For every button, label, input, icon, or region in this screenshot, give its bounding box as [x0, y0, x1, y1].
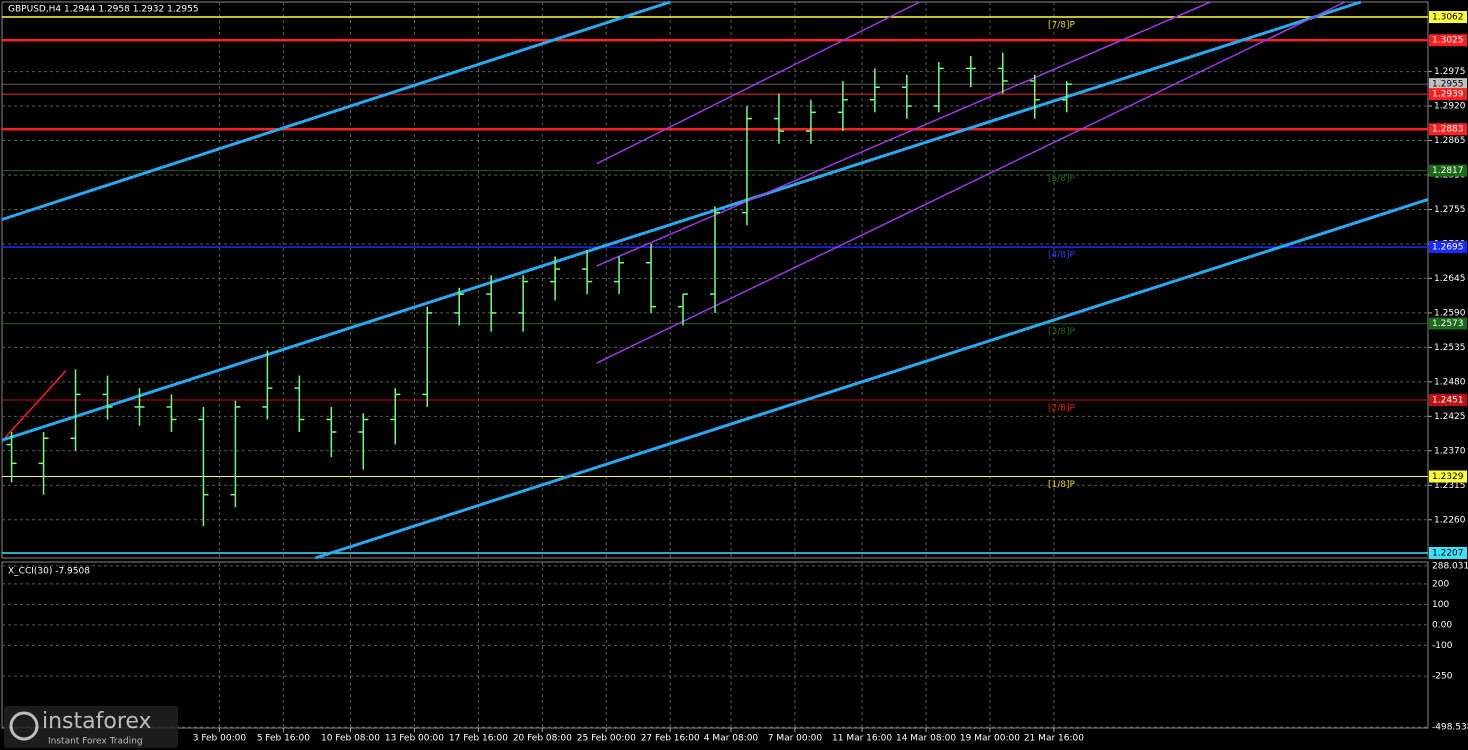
level-label-box: [1429, 34, 1467, 47]
trend-line: [596, 1, 920, 165]
x-tick-label: 19 Mar 00:00: [960, 734, 1020, 744]
murray-label: [4/8]P: [1048, 251, 1076, 261]
y-tick-label: 1.2975: [1434, 67, 1466, 77]
level-label-box: [1429, 546, 1467, 559]
level-label: 1.2451: [1432, 396, 1464, 406]
x-tick-label: 5 Feb 16:00: [257, 734, 311, 744]
y-tick-label: 1.2590: [1434, 308, 1466, 318]
x-tick-label: 3 Feb 00:00: [193, 734, 247, 744]
x-tick-label: 13 Feb 00:00: [385, 734, 444, 744]
trend-line: [1, 0, 671, 221]
x-tick-label: 17 Feb 16:00: [449, 734, 508, 744]
murray-label: [5/8]P: [1048, 174, 1076, 184]
y-tick-label: 1.2865: [1434, 136, 1466, 146]
watermark-tagline: Instant Forex Trading: [48, 737, 143, 747]
cci-tick-label: 200: [1432, 579, 1449, 589]
cci-tick-label: 288.0311: [1432, 561, 1468, 571]
x-tick-label: 7 Mar 00:00: [768, 734, 823, 744]
level-label: 1.2883: [1432, 125, 1464, 135]
level-label: 1.2329: [1432, 472, 1464, 482]
x-tick-label: 14 Mar 08:00: [896, 734, 956, 744]
trend-line: [4, 370, 67, 439]
murray-label: [2/8]P: [1048, 404, 1076, 414]
y-tick-label: 1.2370: [1434, 446, 1466, 456]
level-label: 1.2695: [1432, 243, 1464, 253]
y-tick-label: 1.2920: [1434, 102, 1466, 112]
watermark-logo: [9, 711, 39, 741]
x-tick-label: 20 Feb 08:00: [513, 734, 572, 744]
level-label: 1.2573: [1432, 319, 1464, 329]
level-label-box: [1429, 88, 1467, 101]
cci-tick-label: -498.5381: [1432, 723, 1468, 733]
level-label-box: [1429, 78, 1467, 91]
x-tick-label: 11 Mar 16:00: [832, 734, 892, 744]
level-label: 1.2207: [1432, 548, 1464, 558]
level-label-box: [1429, 164, 1467, 177]
y-tick-label: 1.2755: [1434, 205, 1466, 215]
cci-title: X_CCI(30) -7.9508: [8, 567, 90, 577]
price-panel: [1, 1, 1429, 559]
y-tick-label: 1.2645: [1434, 274, 1466, 284]
x-tick-label: 21 Mar 16:00: [1024, 734, 1084, 744]
x-tick-label: 10 Feb 08:00: [321, 734, 380, 744]
level-label-box: [1429, 241, 1467, 254]
y-tick-label: 1.2480: [1434, 377, 1466, 387]
watermark-box: [4, 706, 178, 748]
watermark: instaforex Instant Forex Trading: [4, 706, 178, 748]
y-tick-label: 1.2535: [1434, 343, 1466, 353]
level-label: 1.3062: [1432, 13, 1464, 23]
y-tick-label: 1.2315: [1434, 481, 1466, 491]
level-label: 1.3025: [1432, 36, 1464, 46]
level-label: 1.2939: [1432, 90, 1464, 100]
cci-tick-label: -100: [1432, 641, 1453, 651]
level-label-box: [1429, 394, 1467, 407]
murray-label: [7/8]P: [1048, 21, 1076, 31]
level-label-box: [1429, 470, 1467, 483]
level-label-box: [1429, 123, 1467, 136]
murray-label: [3/8]P: [1048, 327, 1076, 337]
cci-tick-label: 0.00: [1432, 620, 1452, 630]
x-tick-label: 27 Feb 16:00: [641, 734, 700, 744]
trend-line: [596, 1, 1346, 364]
cci-tick-label: -250: [1432, 672, 1453, 682]
level-label: 1.2817: [1432, 166, 1464, 176]
murray-label: [1/8]P: [1048, 480, 1076, 490]
y-tick-label: 1.2260: [1434, 515, 1466, 525]
trend-line: [314, 198, 1429, 560]
level-label-box: [1429, 317, 1467, 330]
level-label-box: [1429, 11, 1467, 24]
watermark-brand: instaforex: [42, 709, 152, 734]
x-tick-label: 4 Mar 08:00: [704, 734, 759, 744]
chart-title: GBPUSD,H4 1.2944 1.2958 1.2932 1.2955: [8, 5, 199, 15]
trend-line: [1, 0, 1362, 442]
y-tick-label: 1.2425: [1434, 412, 1466, 422]
level-label: 1.2955: [1432, 80, 1464, 90]
x-tick-label: 25 Feb 00:00: [577, 734, 636, 744]
trend-line: [596, 1, 1211, 267]
cci-tick-label: 100: [1432, 600, 1449, 610]
